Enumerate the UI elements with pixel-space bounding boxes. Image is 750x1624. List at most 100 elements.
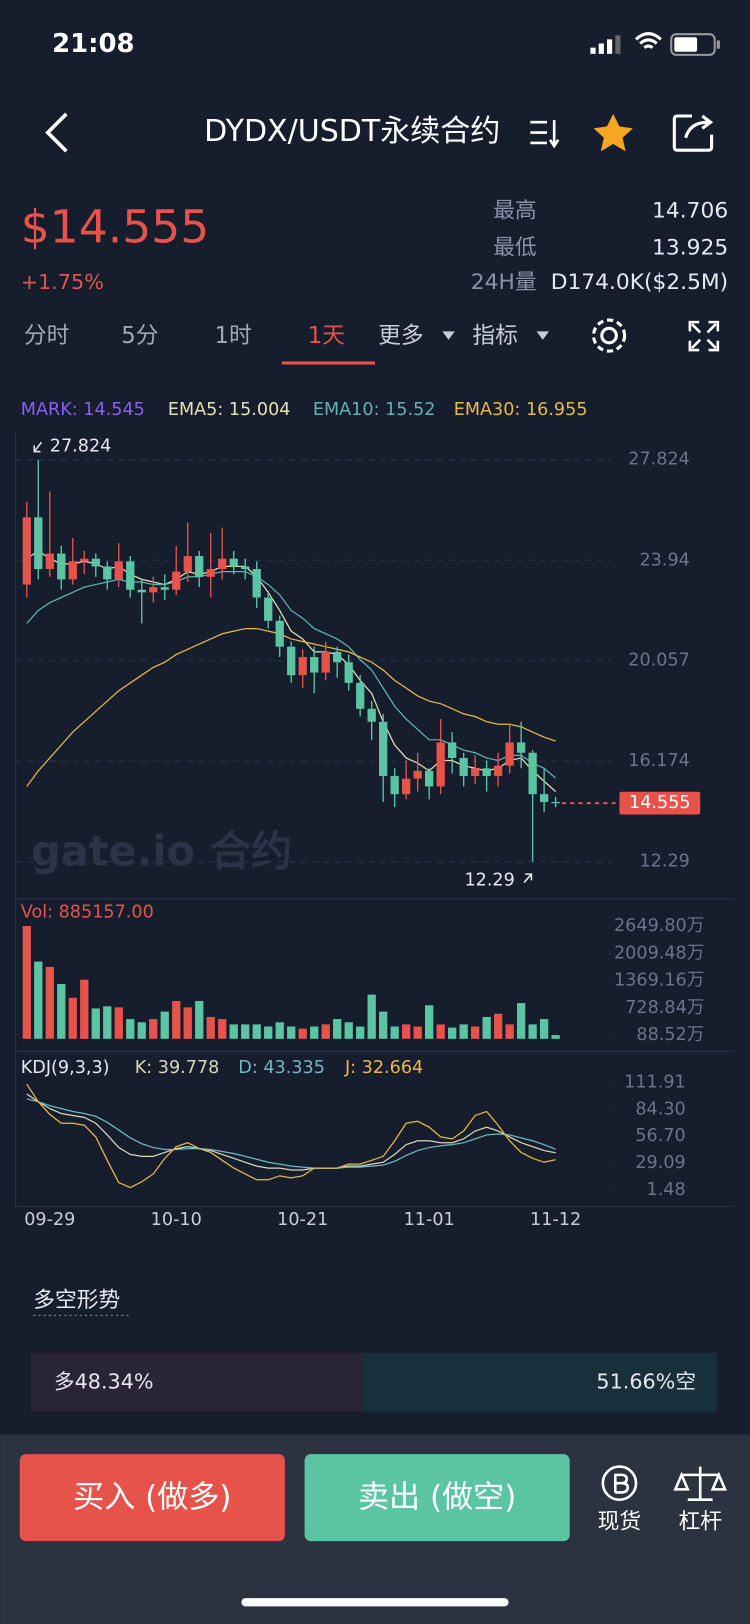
volume-bar [34, 961, 43, 1039]
candle-body [482, 768, 491, 777]
buy-label: 买入 (做多) [73, 1480, 231, 1516]
candle-body [172, 571, 181, 590]
candle-body [160, 587, 169, 590]
stat-value: 14.706 [652, 198, 728, 223]
margin-icon[interactable] [673, 1466, 728, 1502]
candle-body [471, 768, 480, 777]
tab-active[interactable]: 1天 [308, 323, 345, 349]
candle-body [114, 561, 123, 580]
candle-body [252, 569, 261, 598]
x-tick-label: 11-12 [530, 1210, 581, 1230]
share-icon[interactable] [672, 114, 714, 152]
legend-entry: D: 43.335 [238, 1058, 325, 1078]
volume-bar [436, 1024, 445, 1039]
margin-label[interactable]: 杠杆 [678, 1510, 722, 1535]
volume-bar [482, 1016, 491, 1039]
y-tick-label: 20.057 [628, 651, 690, 671]
stat-value: D174.0K($2.5M) [551, 270, 728, 295]
candle-body [413, 770, 422, 779]
spot-label[interactable]: 现货 [598, 1510, 642, 1535]
legend-entry: K: 39.778 [135, 1058, 220, 1078]
spot-icon[interactable] [601, 1465, 638, 1502]
candle-body [57, 553, 66, 580]
volume-bar [344, 1022, 353, 1039]
y-tick-label: 56.70 [635, 1126, 685, 1146]
favorite-star[interactable] [593, 113, 633, 152]
volume-bar [275, 1022, 284, 1039]
x-tick-label: 09-29 [24, 1210, 75, 1230]
min-arrow [523, 873, 533, 883]
dropdown-arrows [442, 331, 549, 340]
candle-body [367, 708, 376, 722]
max-label: 27.824 [50, 436, 112, 456]
stat-value: 13.925 [652, 236, 728, 261]
switch-icon[interactable] [530, 120, 560, 149]
stats: 最高 14.706 最低 13.925 24H量 D174.0K($2.5M) [471, 198, 728, 294]
volume-bar [229, 1024, 238, 1039]
volume-bar [183, 1007, 192, 1039]
volume-bar [528, 1024, 537, 1039]
y-tick-label: 728.84万 [625, 998, 704, 1018]
volume-title: Vol: 885157.00 [21, 902, 154, 922]
last-price: $14.555 [21, 200, 209, 253]
legend-entry: EMA5: 15.004 [168, 400, 291, 420]
tab-underline [281, 361, 375, 365]
candle-body [287, 646, 296, 676]
legend-entry: J: 32.664 [344, 1058, 423, 1078]
candle-body [505, 742, 514, 766]
tab[interactable]: 1时 [214, 323, 251, 349]
price-change: +1.75% [21, 270, 104, 294]
volume-bar [137, 1022, 146, 1039]
volume-bar [298, 1028, 307, 1039]
volume-bar [448, 1027, 457, 1039]
volume-bar [103, 1006, 112, 1039]
candle-body [241, 566, 250, 570]
max-arrow [33, 441, 43, 453]
volume-bar [379, 1011, 388, 1039]
back-button[interactable] [45, 112, 68, 153]
volume-bar [413, 1026, 422, 1039]
fullscreen-icon[interactable] [688, 320, 720, 352]
sell-button[interactable] [304, 1454, 570, 1542]
y-tick-label: 23.94 [639, 550, 689, 570]
tab[interactable]: 5分 [121, 323, 158, 349]
y-tick-label: 84.30 [635, 1099, 685, 1119]
home-indicator [241, 1598, 509, 1607]
volume-bar [425, 1005, 434, 1039]
section-title: 多空形势 [33, 1288, 120, 1313]
interval-tabs: 分时 5分 1时 1天 更多 指标 [24, 323, 518, 349]
candle-body [22, 517, 31, 585]
candle-body [344, 662, 353, 683]
candle-body [321, 651, 330, 673]
x-tick-label: 11-01 [404, 1210, 455, 1230]
volume-bar [333, 1019, 342, 1039]
last-price-label: 14.555 [629, 793, 691, 813]
candle-body [45, 553, 54, 570]
y-tick-label: 27.824 [628, 450, 690, 470]
volume-bar [45, 966, 54, 1039]
volume-bar [390, 1026, 399, 1039]
legend-entry: EMA10: 15.52 [313, 400, 436, 420]
candle-body [80, 558, 89, 562]
buy-button[interactable] [19, 1454, 285, 1542]
long-segment [31, 1352, 363, 1412]
y-tick-label: 1.48 [647, 1180, 686, 1200]
candle-body [229, 558, 238, 567]
candle-body [298, 657, 307, 676]
settings-icon[interactable] [591, 318, 627, 353]
stat-label: 最低 [493, 236, 537, 261]
last-price-tag [619, 791, 701, 815]
candle-body [126, 561, 135, 590]
long-label: 多48.34% [54, 1370, 154, 1394]
tab[interactable]: 更多 [378, 323, 424, 349]
candle-body [68, 561, 77, 580]
charts: 27.824 23.94 20.057 16.174 12.29 09-29 10-10 10… [15, 400, 704, 1230]
tab[interactable]: 分时 [24, 323, 70, 349]
volume-bar [22, 926, 31, 1039]
watermark: gate.io 合约 [31, 827, 292, 875]
min-label: 12.29 [464, 870, 514, 890]
candle-body [310, 657, 319, 673]
tab[interactable]: 指标 [472, 323, 518, 349]
